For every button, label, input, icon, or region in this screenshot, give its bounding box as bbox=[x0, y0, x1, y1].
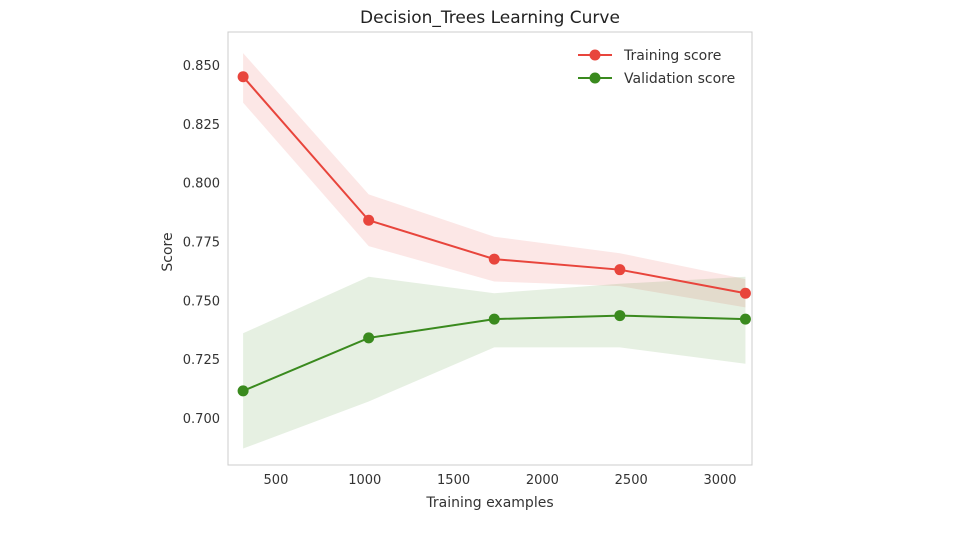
training-score-point bbox=[488, 253, 500, 265]
training-score-legend-label: Training score bbox=[623, 48, 721, 64]
y-tick-label: 0.700 bbox=[183, 412, 220, 427]
y-axis-label: Score bbox=[160, 232, 176, 271]
x-axis-ticks: 500 1000 1500 2000 2500 3000 bbox=[264, 473, 737, 488]
legend: Training score Validation score bbox=[578, 48, 735, 87]
x-tick-label: 500 bbox=[264, 473, 289, 488]
x-tick-label: 3000 bbox=[703, 473, 736, 488]
chart-title: Decision_Trees Learning Curve bbox=[360, 8, 620, 28]
validation-score-band bbox=[243, 276, 746, 449]
validation-score-point bbox=[237, 385, 249, 397]
validation-score-point bbox=[614, 310, 626, 322]
training-score-legend-marker bbox=[589, 49, 601, 61]
training-score-band bbox=[243, 53, 746, 308]
y-tick-label: 0.725 bbox=[183, 353, 220, 368]
y-axis-ticks: 0.700 0.725 0.750 0.775 0.800 0.825 0.850 bbox=[183, 59, 220, 427]
series-points bbox=[237, 71, 751, 397]
x-axis-label: Training examples bbox=[425, 495, 553, 511]
training-score-point bbox=[237, 71, 249, 83]
x-tick-label: 2500 bbox=[615, 473, 648, 488]
validation-score-legend-label: Validation score bbox=[624, 71, 735, 87]
training-score-point bbox=[739, 287, 751, 299]
validation-score-legend-marker bbox=[589, 72, 601, 84]
y-tick-label: 0.850 bbox=[183, 59, 220, 74]
confidence-bands bbox=[243, 53, 746, 449]
validation-score-point bbox=[739, 313, 751, 325]
y-tick-label: 0.800 bbox=[183, 177, 220, 192]
plot-area-frame bbox=[227, 31, 753, 466]
x-tick-label: 2000 bbox=[526, 473, 559, 488]
validation-score-point bbox=[363, 332, 375, 344]
y-tick-label: 0.825 bbox=[183, 118, 220, 133]
training-score-point bbox=[614, 264, 626, 276]
x-tick-label: 1000 bbox=[348, 473, 381, 488]
y-tick-label: 0.775 bbox=[183, 235, 220, 250]
validation-score-point bbox=[488, 313, 500, 325]
y-tick-label: 0.750 bbox=[183, 294, 220, 309]
x-tick-label: 1500 bbox=[437, 473, 470, 488]
training-score-point bbox=[363, 214, 375, 226]
